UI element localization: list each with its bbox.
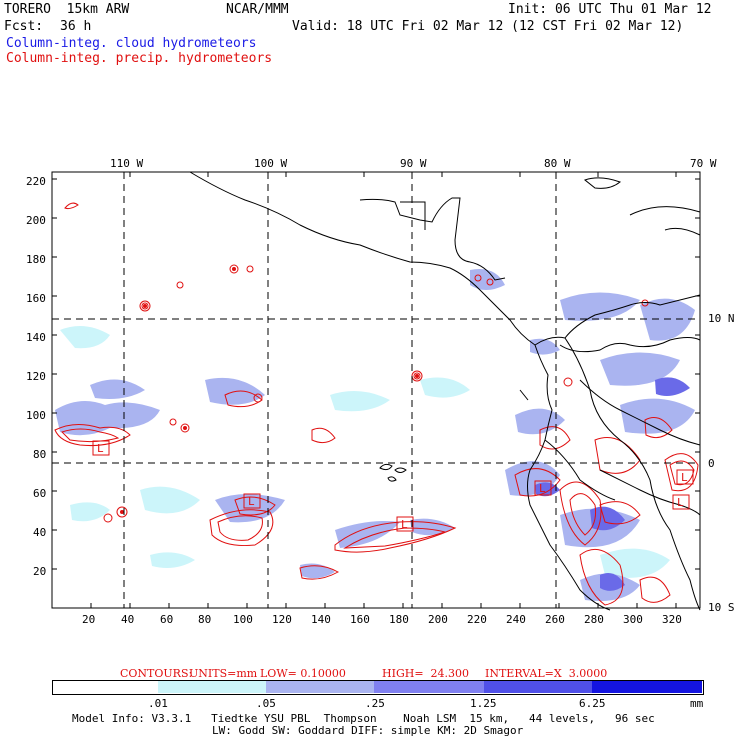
model-physics: LW: Godd SW: Goddard DIFF: simple KM: 2D… — [212, 724, 524, 737]
valid-time: Valid: 18 UTC Fri 02 Mar 12 (12 CST Fri … — [292, 19, 684, 34]
y-tick: 80 — [33, 448, 47, 461]
low-label: L — [248, 495, 255, 508]
forecast-hours: 36 h — [60, 19, 92, 34]
model-title: TORERO 15km ARW — [4, 2, 130, 17]
colorbar-bin — [374, 681, 484, 693]
lat-label-0: 0 — [708, 457, 715, 470]
colorbar-bin — [266, 681, 374, 693]
lon-label-90w: 90 W — [400, 157, 427, 170]
colorbar-label: .05 — [256, 697, 276, 710]
colorbar-label: .25 — [365, 697, 385, 710]
x-tick: 80 — [198, 613, 212, 626]
precip-cores — [120, 267, 419, 514]
lat-label-10n: 10 N — [708, 312, 735, 325]
x-tick: 280 — [584, 613, 604, 626]
y-tick: 180 — [26, 253, 46, 266]
x-tick: 220 — [467, 613, 487, 626]
contours-interval: INTERVAL=X 3.0000 — [485, 667, 608, 680]
colorbar-unit: mm — [690, 697, 704, 710]
x-tick: 160 — [350, 613, 370, 626]
y-tick: 200 — [26, 214, 46, 227]
legend-cloud: Column-integ. cloud hydrometeors — [6, 36, 257, 51]
init-time: Init: 06 UTC Thu 01 Mar 12 — [508, 2, 712, 17]
x-tick: 180 — [389, 613, 409, 626]
low-label: L — [97, 442, 104, 455]
x-tick: 100 — [233, 613, 253, 626]
contours-high: HIGH= 24.300 — [382, 667, 470, 680]
map-frame — [51, 171, 701, 609]
org-label: NCAR/MMM — [226, 2, 289, 17]
model-info: Model Info: V3.3.1 Tiedtke YSU PBL Thomp… — [72, 712, 655, 725]
colorbar-bin — [484, 681, 592, 693]
forecast-label: Fcst: — [4, 19, 44, 34]
lon-label-70w: 70 W — [690, 157, 717, 170]
y-tick: 40 — [33, 526, 47, 539]
low-markers — [92, 440, 694, 532]
x-tick: 260 — [545, 613, 565, 626]
colorbar-label: 1.25 — [470, 697, 497, 710]
x-tick: 300 — [623, 613, 643, 626]
colorbar-bin — [53, 681, 158, 693]
lon-label-80w: 80 W — [544, 157, 571, 170]
contours-label: CONTOURS: — [120, 667, 193, 680]
y-tick: 60 — [33, 487, 47, 500]
contours-units: UNITS=mm — [189, 667, 258, 680]
lon-label-100w: 100 W — [254, 157, 288, 170]
colorbar-label: .01 — [148, 697, 168, 710]
low-label: L — [677, 496, 684, 509]
colorbar — [52, 680, 704, 695]
y-tick: 140 — [26, 331, 46, 344]
x-tick: 40 — [121, 613, 135, 626]
colorbar-label: 6.25 — [579, 697, 606, 710]
cloud-field-light — [60, 326, 670, 578]
y-tick: 20 — [33, 565, 47, 578]
x-tick: 200 — [428, 613, 448, 626]
y-tick: 160 — [26, 292, 46, 305]
x-tick: 240 — [506, 613, 526, 626]
precip-contours — [54, 202, 699, 606]
colorbar-bin — [158, 681, 266, 693]
colorbar-bin — [592, 681, 702, 693]
x-tick: 120 — [272, 613, 292, 626]
lat-lon-grid — [52, 172, 700, 608]
coastline — [189, 171, 701, 611]
y-tick: 220 — [26, 175, 46, 188]
x-tick: 320 — [662, 613, 682, 626]
contours-low: LOW= 0.10000 — [260, 667, 346, 680]
low-label: L — [401, 518, 408, 531]
x-tick: 20 — [82, 613, 96, 626]
lon-label-110w: 110 W — [110, 157, 144, 170]
x-tick: 60 — [160, 613, 174, 626]
low-label: L — [539, 482, 546, 495]
legend-precip: Column-integ. precip. hydrometeors — [6, 51, 273, 66]
y-tick: 100 — [26, 409, 46, 422]
y-tick: 120 — [26, 370, 46, 383]
x-tick: 140 — [311, 613, 331, 626]
low-label: L — [681, 471, 688, 484]
lat-label-10s: 10 S — [708, 601, 735, 614]
